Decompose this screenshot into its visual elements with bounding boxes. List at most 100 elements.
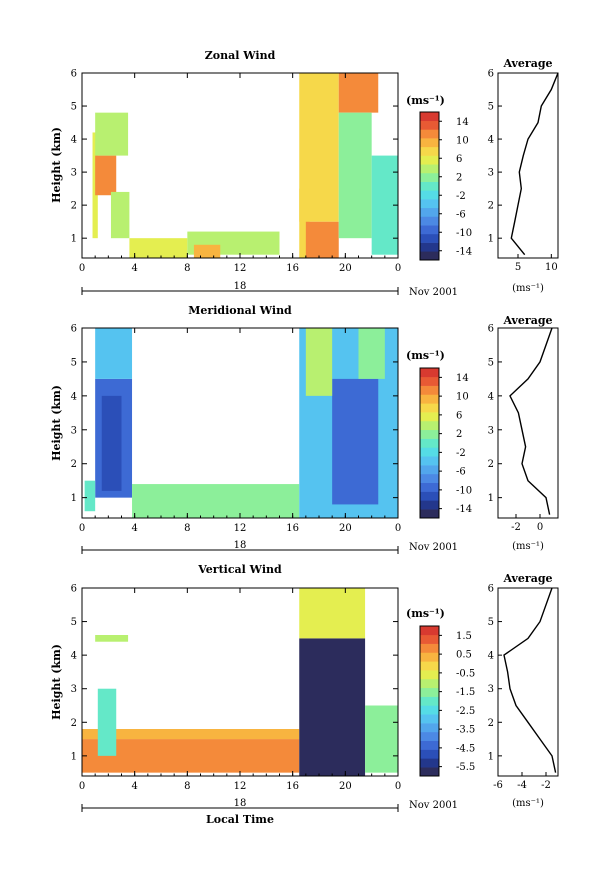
zonal-wind-region-7 — [299, 188, 310, 258]
meridional-wind-profile: 1 2 3 4 5 6 -2 0 — [488, 324, 559, 533]
zonal-wind-region-9 — [299, 73, 339, 222]
zonal-wind-colorbar-swatch-14 — [420, 129, 439, 139]
vertical-wind-colorbar-swatch-4 — [420, 731, 439, 742]
zonal-wind-xtick-label-2: 8 — [184, 263, 190, 274]
meridional-wind-colorbar-label-4: -2 — [456, 448, 466, 459]
meridional-wind-profile-xlabel: (ms⁻¹) — [512, 541, 544, 552]
meridional-wind-title: Meridional Wind — [188, 304, 292, 317]
meridional-wind-profile-frame — [497, 327, 559, 519]
vertical-wind-ytick-label-0: 1 — [71, 751, 77, 762]
zonal-wind-colorbar-unit: (ms⁻¹) — [406, 94, 445, 107]
meridional-wind-colorbar-swatch-9 — [420, 429, 439, 439]
vertical-wind-colorbar-swatch-13 — [420, 652, 439, 662]
vertical-wind-colorbar-unit: (ms⁻¹) — [406, 607, 445, 620]
vertical-wind-region-6 — [365, 705, 398, 773]
zonal-wind-colorbar-swatch-3 — [420, 225, 439, 235]
zonal-wind-colorbar-swatch-6 — [420, 199, 439, 209]
meridional-wind-colorbar-swatch-3 — [420, 482, 439, 492]
meridional-wind-xtick-label-3: 12 — [234, 523, 247, 534]
meridional-wind-colorbar-label-6: -10 — [456, 485, 472, 496]
zonal-wind-profile-ylabel-5: 6 — [488, 69, 494, 80]
vertical-wind-ytick-label-3: 4 — [71, 651, 77, 662]
zonal-wind-day-bar: 18 — [81, 281, 399, 295]
vertical-wind-colorbar-label-1: 0.5 — [456, 650, 472, 661]
meridional-wind-profile-ylabel-1: 2 — [488, 459, 494, 470]
meridional-wind-profile-ylabel-5: 6 — [488, 324, 494, 335]
meridional-wind-colorbar-label-2: 6 — [456, 410, 462, 421]
meridional-wind-day-bar: 18 — [81, 540, 399, 554]
zonal-wind-xtick-label-1: 4 — [131, 263, 137, 274]
vertical-wind-colorbar-swatch-2 — [420, 749, 439, 759]
meridional-wind-colorbar-label-7: -14 — [456, 504, 472, 515]
zonal-wind-profile-ylabel-4: 5 — [488, 102, 494, 113]
zonal-wind-ytick-label-0: 1 — [71, 234, 77, 245]
meridional-wind-profile-ylabel-2: 3 — [488, 425, 494, 436]
zonal-wind-colorbar-label-4: -2 — [456, 191, 466, 202]
meridional-wind-profile-ylabel-0: 1 — [488, 493, 494, 504]
zonal-wind-profile-ylabel-2: 3 — [488, 168, 494, 179]
vertical-wind-region-5 — [299, 588, 366, 639]
zonal-wind-region-11 — [338, 112, 372, 239]
vertical-wind-ytick-label-5: 6 — [71, 584, 77, 595]
zonal-wind-colorbar-swatch-11 — [420, 155, 439, 165]
zonal-wind-colorbar-swatch-13 — [420, 138, 439, 148]
vertical-wind-colorbar-swatch-0 — [420, 767, 439, 777]
meridional-wind-colorbar-label-1: 10 — [456, 392, 469, 403]
meridional-wind-xtick-label-2: 8 — [184, 523, 190, 534]
zonal-wind-colorbar-swatch-16 — [420, 112, 439, 122]
zonal-wind-ytick-label-3: 4 — [71, 135, 77, 146]
zonal-wind-profile-xtick-label-1: 10 — [545, 262, 558, 273]
meridional-wind-region-8 — [358, 328, 385, 379]
vertical-wind-colorbar-swatch-12 — [420, 661, 439, 671]
zonal-wind-field — [92, 73, 398, 258]
zonal-wind-colorbar-swatch-0 — [420, 251, 439, 261]
zonal-wind-colorbar-swatch-9 — [420, 172, 439, 182]
zonal-wind-region-6 — [193, 244, 221, 258]
vertical-wind-colorbar-swatch-3 — [420, 740, 439, 750]
vertical-wind-colorbar-swatch-15 — [420, 634, 439, 644]
vertical-wind-region-2 — [97, 688, 117, 756]
zonal-wind-region-3 — [110, 191, 130, 239]
zonal-wind-profile-xtick-label-0: 5 — [515, 262, 521, 273]
vertical-wind-xtick-label-0: 0 — [79, 781, 85, 792]
meridional-wind-colorbar-swatch-16 — [420, 368, 439, 378]
vertical-wind-colorbar-label-6: -4.5 — [456, 743, 475, 754]
vertical-wind-colorbar-swatch-7 — [420, 705, 439, 715]
vertical-wind-colorbar-swatch-9 — [420, 687, 439, 697]
meridional-wind-colorbar-unit: (ms⁻¹) — [406, 349, 445, 362]
meridional-wind-date-label: Nov 2001 — [409, 542, 458, 553]
zonal-wind-title: Zonal Wind — [205, 49, 276, 62]
meridional-wind-region-1 — [101, 395, 122, 491]
zonal-wind-region-4 — [129, 238, 188, 258]
meridional-wind-colorbar-swatch-8 — [420, 438, 439, 448]
vertical-wind-profile-xtick-label-2: -2 — [541, 780, 551, 791]
vertical-wind-colorbar-swatch-16 — [420, 626, 439, 636]
meridional-wind-colorbar: 14 10 6 2 -2 -6 -10 -14 — [419, 367, 472, 519]
vertical-wind-profile-ylabel-2: 3 — [488, 684, 494, 695]
meridional-wind-profile-title: Average — [502, 314, 552, 327]
vertical-wind-region-1 — [82, 729, 300, 740]
vertical-wind-profile-title: Average — [502, 572, 552, 585]
vertical-wind-region-0 — [82, 739, 300, 773]
zonal-wind-colorbar-swatch-1 — [420, 242, 439, 252]
meridional-wind-colorbar-swatch-10 — [420, 420, 439, 431]
zonal-wind-colorbar-label-0: 14 — [456, 117, 469, 128]
vertical-wind-ytick-label-1: 2 — [71, 718, 77, 729]
vertical-wind-profile: 1 2 3 4 5 6 -6 -4 -2 — [488, 584, 559, 791]
zonal-wind-colorbar-label-5: -6 — [456, 209, 466, 220]
zonal-wind-ytick-label-5: 6 — [71, 69, 77, 80]
vertical-wind-colorbar-swatch-11 — [420, 670, 439, 680]
meridional-wind-xtick-label-4: 16 — [286, 523, 299, 534]
vertical-wind-xtick-label-1: 4 — [131, 781, 137, 792]
vertical-wind-profile-ylabel-5: 6 — [488, 584, 494, 595]
vertical-wind-colorbar-swatch-14 — [420, 643, 439, 653]
meridional-wind-colorbar-label-3: 2 — [456, 429, 462, 440]
meridional-wind-colorbar-frame — [419, 367, 440, 519]
meridional-wind-ytick-label-2: 3 — [71, 425, 77, 436]
vertical-wind-profile-ylabel-3: 4 — [488, 651, 494, 662]
